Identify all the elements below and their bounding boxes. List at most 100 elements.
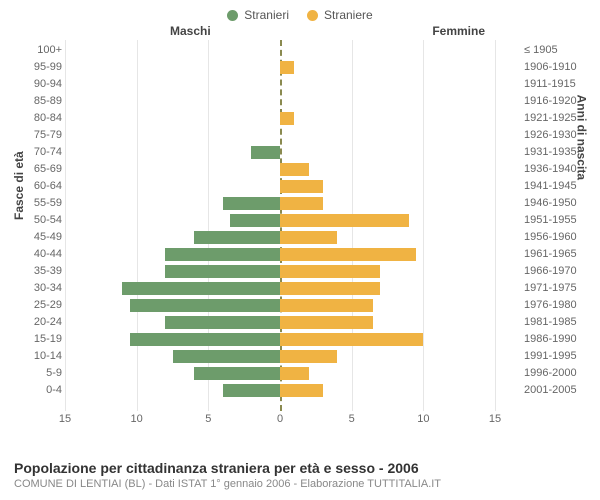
age-label: 40-44 [6, 246, 62, 263]
age-label: 50-54 [6, 212, 62, 229]
x-tick: 15 [59, 413, 71, 425]
bar-female [280, 367, 309, 380]
age-label: 20-24 [6, 314, 62, 331]
bar-female [280, 350, 337, 363]
birth-label: 1956-1960 [524, 229, 594, 246]
side-title-left: Maschi [170, 24, 211, 38]
pyramid-row [65, 76, 495, 93]
x-axis-ticks: 15105051015 [65, 413, 495, 429]
bar-male [122, 282, 280, 295]
bar-female [280, 112, 294, 125]
bar-female [280, 384, 323, 397]
age-label: 60-64 [6, 178, 62, 195]
birth-label: 1986-1990 [524, 331, 594, 348]
pyramid-row [65, 212, 495, 229]
bar-female [280, 333, 423, 346]
age-label: 100+ [6, 42, 62, 59]
legend-male: Stranieri [227, 8, 289, 22]
bar-male [165, 316, 280, 329]
bar-female [280, 61, 294, 74]
x-tick: 10 [131, 413, 143, 425]
birth-label: 1926-1930 [524, 127, 594, 144]
bar-female [280, 248, 416, 261]
birth-label: 1921-1925 [524, 110, 594, 127]
birth-label: 2001-2005 [524, 382, 594, 399]
pyramid-row [65, 144, 495, 161]
legend-label-male: Stranieri [244, 8, 289, 22]
bar-male [130, 299, 281, 312]
pyramid-row [65, 110, 495, 127]
x-tick: 5 [349, 413, 355, 425]
bar-male [230, 214, 280, 227]
chart-subtitle: COMUNE DI LENTIAI (BL) - Dati ISTAT 1° g… [14, 478, 586, 490]
x-tick: 5 [205, 413, 211, 425]
bar-female [280, 163, 309, 176]
bar-female [280, 282, 380, 295]
birth-label: 1946-1950 [524, 195, 594, 212]
pyramid-row [65, 127, 495, 144]
chart-title: Popolazione per cittadinanza straniera p… [14, 460, 586, 476]
pyramid-row [65, 246, 495, 263]
bar-male [194, 367, 280, 380]
legend-female: Straniere [307, 8, 373, 22]
gridline [495, 40, 496, 411]
pyramid-row [65, 229, 495, 246]
birth-label: 1936-1940 [524, 161, 594, 178]
pyramid-row [65, 195, 495, 212]
pyramid-row [65, 93, 495, 110]
pyramid-row [65, 331, 495, 348]
pyramid-row [65, 365, 495, 382]
x-tick: 0 [277, 413, 283, 425]
bar-female [280, 299, 373, 312]
pyramid-row [65, 280, 495, 297]
population-pyramid-chart: Stranieri Straniere Maschi Femmine Fasce… [0, 0, 600, 500]
x-tick: 10 [417, 413, 429, 425]
pyramid-row [65, 314, 495, 331]
birth-label: 1971-1975 [524, 280, 594, 297]
pyramid-row [65, 382, 495, 399]
bar-male [165, 265, 280, 278]
x-tick: 15 [489, 413, 501, 425]
age-label: 10-14 [6, 348, 62, 365]
bar-male [223, 384, 280, 397]
pyramid-row [65, 42, 495, 59]
pyramid-row [65, 297, 495, 314]
bar-female [280, 214, 409, 227]
legend-swatch-female [307, 10, 318, 21]
age-label: 45-49 [6, 229, 62, 246]
bar-female [280, 180, 323, 193]
birth-label: ≤ 1905 [524, 42, 594, 59]
plot-area: 15105051015 [65, 40, 495, 435]
birth-label: 1941-1945 [524, 178, 594, 195]
legend-label-female: Straniere [324, 8, 373, 22]
side-title-right: Femmine [432, 24, 485, 38]
birth-label: 1906-1910 [524, 59, 594, 76]
legend-swatch-male [227, 10, 238, 21]
bar-male [223, 197, 280, 210]
pyramid-row [65, 59, 495, 76]
age-label: 85-89 [6, 93, 62, 110]
birth-label: 1916-1920 [524, 93, 594, 110]
bar-male [194, 231, 280, 244]
pyramid-row [65, 161, 495, 178]
age-label: 15-19 [6, 331, 62, 348]
bar-female [280, 197, 323, 210]
age-label: 0-4 [6, 382, 62, 399]
age-label: 25-29 [6, 297, 62, 314]
birth-label: 1981-1985 [524, 314, 594, 331]
bar-male [165, 248, 280, 261]
age-label: 5-9 [6, 365, 62, 382]
age-label: 75-79 [6, 127, 62, 144]
birth-label: 1951-1955 [524, 212, 594, 229]
age-label: 65-69 [6, 161, 62, 178]
pyramid-row [65, 348, 495, 365]
birth-label: 1991-1995 [524, 348, 594, 365]
pyramid-row [65, 263, 495, 280]
age-label: 55-59 [6, 195, 62, 212]
age-label: 35-39 [6, 263, 62, 280]
age-label: 80-84 [6, 110, 62, 127]
bar-male [130, 333, 281, 346]
birth-label: 1976-1980 [524, 297, 594, 314]
bar-female [280, 265, 380, 278]
age-label: 95-99 [6, 59, 62, 76]
